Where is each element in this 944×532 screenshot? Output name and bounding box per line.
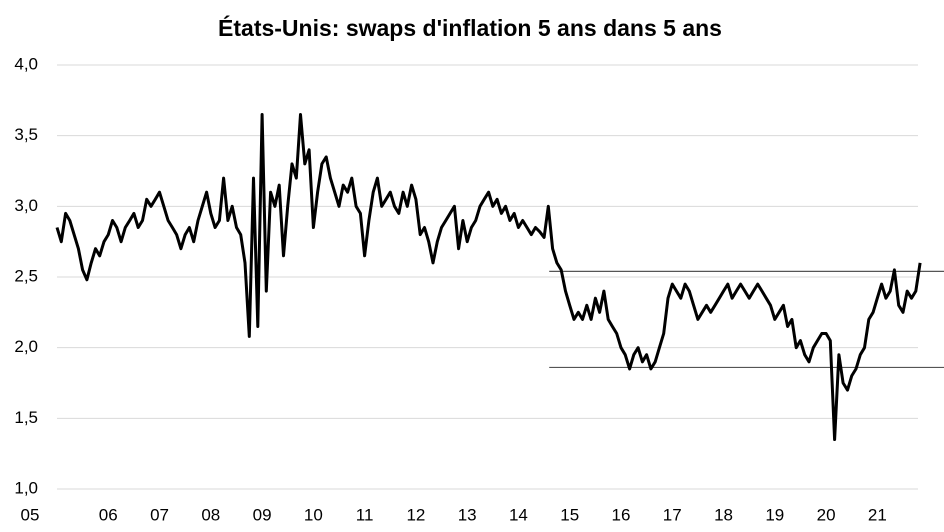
x-tick-label: 15: [560, 505, 579, 524]
x-tick-label: 12: [406, 505, 425, 524]
x-tick-label: 07: [150, 505, 169, 524]
x-tick-label: 14: [509, 505, 528, 524]
x-tick-label: 08: [201, 505, 220, 524]
x-tick-label: 06: [99, 505, 118, 524]
y-tick-label: 3,0: [14, 196, 38, 215]
x-tick-label: 21: [868, 505, 887, 524]
y-tick-label: 1,5: [14, 408, 38, 427]
data-line: [55, 113, 922, 441]
x-tick-label: 13: [458, 505, 477, 524]
y-tick-label: 2,5: [14, 266, 38, 285]
x-tick-label: 10: [304, 505, 323, 524]
x-tick-label: 16: [612, 505, 631, 524]
y-tick-label: 4,0: [14, 54, 38, 73]
y-tick-label: 3,5: [14, 125, 38, 144]
x-tick-label: 11: [356, 505, 374, 524]
x-tick-label: 19: [765, 505, 784, 524]
x-tick-label: 05: [21, 505, 40, 524]
x-tick-label: 09: [253, 505, 272, 524]
x-tick-label: 18: [714, 505, 733, 524]
x-tick-label: 20: [817, 505, 836, 524]
chart-title: États-Unis: swaps d'inflation 5 ans dans…: [218, 14, 722, 41]
x-tick-label: 17: [663, 505, 682, 524]
y-tick-label: 2,0: [14, 337, 38, 356]
y-tick-label: 1,0: [14, 478, 38, 497]
